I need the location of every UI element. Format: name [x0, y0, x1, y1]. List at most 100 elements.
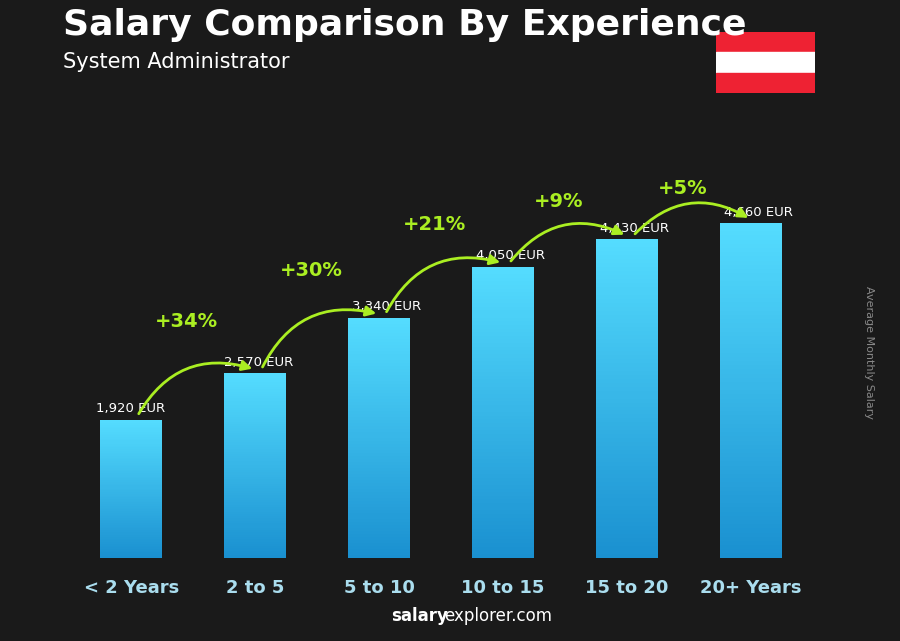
Bar: [224, 504, 286, 507]
Bar: [472, 467, 534, 470]
Bar: [224, 394, 286, 396]
Bar: [472, 492, 534, 496]
Bar: [596, 419, 658, 422]
Bar: [720, 407, 782, 412]
Bar: [472, 351, 534, 354]
Text: +9%: +9%: [534, 192, 583, 211]
Bar: [224, 526, 286, 528]
Bar: [100, 540, 162, 542]
Bar: [472, 307, 534, 310]
Bar: [224, 422, 286, 424]
Bar: [472, 485, 534, 488]
Bar: [720, 231, 782, 235]
Bar: [472, 314, 534, 318]
Bar: [100, 423, 162, 425]
Text: Average Monthly Salary: Average Monthly Salary: [863, 286, 874, 419]
Bar: [720, 306, 782, 311]
Bar: [720, 336, 782, 340]
Bar: [472, 369, 534, 372]
Bar: [224, 539, 286, 542]
Bar: [348, 450, 410, 453]
Bar: [348, 468, 410, 470]
Bar: [100, 437, 162, 438]
Bar: [596, 466, 658, 470]
Bar: [472, 496, 534, 499]
Bar: [100, 438, 162, 440]
Bar: [100, 485, 162, 487]
Bar: [348, 413, 410, 417]
Bar: [348, 534, 410, 537]
Bar: [224, 387, 286, 389]
Bar: [720, 465, 782, 470]
Bar: [224, 472, 286, 474]
Bar: [716, 72, 814, 93]
Bar: [472, 296, 534, 299]
Text: +34%: +34%: [156, 312, 219, 331]
Bar: [720, 378, 782, 382]
Bar: [472, 514, 534, 518]
Bar: [348, 453, 410, 456]
Bar: [348, 408, 410, 411]
Bar: [100, 508, 162, 510]
Bar: [348, 519, 410, 522]
Bar: [100, 533, 162, 535]
Bar: [720, 252, 782, 256]
Bar: [472, 543, 534, 547]
Bar: [348, 456, 410, 459]
Bar: [224, 500, 286, 503]
Bar: [100, 466, 162, 468]
Bar: [100, 506, 162, 508]
Bar: [472, 507, 534, 510]
Bar: [224, 373, 286, 376]
Bar: [596, 542, 658, 545]
Bar: [720, 298, 782, 303]
Bar: [596, 510, 658, 514]
Bar: [472, 554, 534, 558]
Bar: [472, 438, 534, 441]
Bar: [348, 417, 410, 420]
Bar: [348, 402, 410, 404]
Bar: [100, 513, 162, 515]
Bar: [472, 397, 534, 401]
Bar: [348, 342, 410, 345]
Bar: [100, 553, 162, 554]
Bar: [348, 387, 410, 390]
Bar: [596, 502, 658, 506]
Bar: [596, 271, 658, 275]
Bar: [596, 438, 658, 442]
Bar: [720, 508, 782, 512]
Bar: [720, 453, 782, 457]
Bar: [720, 394, 782, 399]
Bar: [100, 516, 162, 518]
Bar: [472, 478, 534, 481]
Bar: [720, 428, 782, 432]
Bar: [596, 339, 658, 343]
Bar: [100, 497, 162, 499]
Bar: [348, 347, 410, 351]
Bar: [720, 349, 782, 353]
Bar: [100, 554, 162, 556]
Bar: [472, 427, 534, 430]
Bar: [348, 320, 410, 324]
Bar: [100, 494, 162, 495]
Bar: [472, 387, 534, 390]
Bar: [596, 283, 658, 287]
Bar: [100, 458, 162, 460]
Bar: [720, 487, 782, 491]
Bar: [100, 422, 162, 423]
Bar: [720, 256, 782, 261]
Bar: [100, 460, 162, 461]
Bar: [720, 462, 782, 465]
Bar: [100, 542, 162, 544]
Bar: [224, 456, 286, 458]
Bar: [100, 449, 162, 451]
Bar: [596, 267, 658, 271]
Bar: [100, 499, 162, 501]
Bar: [720, 369, 782, 374]
Bar: [224, 486, 286, 488]
Bar: [348, 549, 410, 552]
Bar: [596, 240, 658, 244]
Bar: [720, 537, 782, 541]
Bar: [100, 545, 162, 547]
Bar: [348, 528, 410, 531]
